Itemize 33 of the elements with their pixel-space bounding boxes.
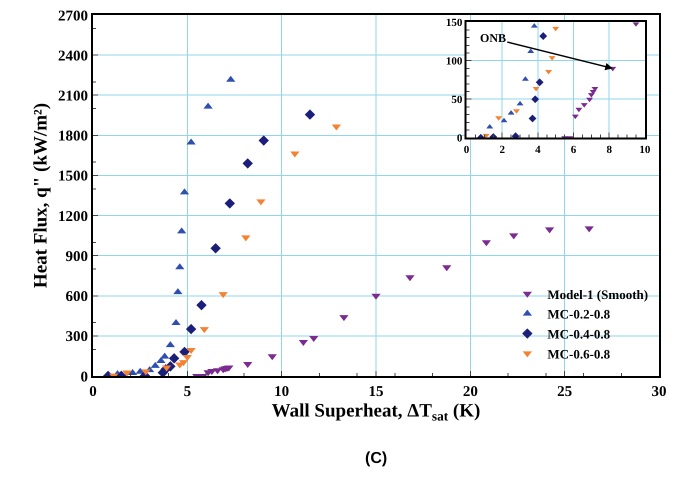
legend-label: Model-1 (Smooth): [547, 286, 648, 302]
y-tick-label: 0: [80, 369, 88, 386]
y-tick-label: 300: [66, 329, 88, 346]
y-axis-title: Heat Flux, q" (kW/m²): [30, 102, 52, 288]
x-tick-label: 25: [557, 384, 572, 400]
x-tick-label: 30: [652, 384, 666, 400]
x-tick-label: 5: [184, 384, 192, 400]
y-tick-label: 2100: [58, 88, 88, 104]
x-tick-label: 20: [462, 384, 478, 400]
x-tick-label: 4: [535, 144, 542, 156]
x-tick-label: 2: [499, 144, 506, 156]
y-tick-label: 150: [446, 17, 463, 30]
x-tick-label: 10: [639, 144, 651, 156]
annotation: ONB: [480, 31, 506, 45]
legend-label: MC-0.2-0.8: [547, 306, 611, 322]
y-tick-label: 100: [446, 56, 463, 68]
legend-label: MC-0.6-0.8: [547, 346, 611, 362]
y-tick-label: 0: [456, 132, 463, 145]
x-axis-title: Wall Superheat, ΔT$_{sat}$ (K): [272, 400, 480, 424]
y-tick-label: 900: [66, 248, 88, 265]
y-tick-label: 2700: [58, 8, 88, 24]
y-tick-label: 1800: [58, 128, 88, 145]
y-tick-label: 1200: [58, 208, 88, 225]
legend-label: MC-0.4-0.8: [547, 326, 611, 342]
x-tick-label: 6: [570, 144, 577, 156]
text: (C): [365, 450, 388, 467]
y-tick-label: 50: [451, 94, 463, 106]
x-tick-label: 8: [606, 144, 612, 156]
x-tick-label: 10: [274, 384, 290, 400]
x-tick-label: 15: [368, 384, 384, 400]
y-tick-label: 1500: [58, 168, 88, 185]
y-tick-label: 600: [66, 289, 88, 306]
y-tick-label: 2400: [58, 48, 88, 64]
